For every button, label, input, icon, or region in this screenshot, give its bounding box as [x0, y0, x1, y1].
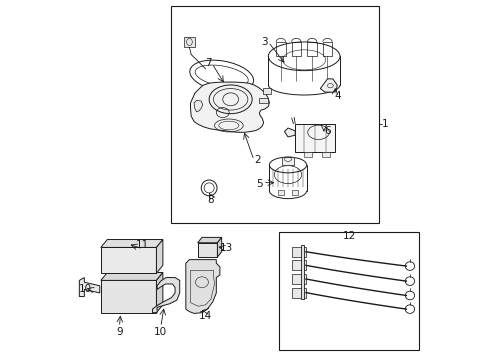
Text: 13: 13 — [220, 243, 233, 253]
Bar — [276, 42, 286, 56]
Polygon shape — [156, 273, 163, 313]
Bar — [172, 6, 379, 223]
Polygon shape — [320, 79, 337, 92]
Bar — [263, 88, 271, 94]
Polygon shape — [79, 278, 100, 297]
Bar — [292, 42, 301, 56]
Text: 10: 10 — [79, 284, 92, 294]
Bar — [292, 274, 306, 284]
Bar — [300, 245, 304, 299]
Text: 6: 6 — [324, 126, 331, 135]
Polygon shape — [101, 273, 163, 280]
Polygon shape — [218, 237, 221, 257]
Text: 5: 5 — [256, 179, 263, 189]
Text: 14: 14 — [199, 311, 212, 321]
Bar — [292, 190, 298, 195]
Text: 9: 9 — [116, 327, 123, 337]
Polygon shape — [186, 260, 220, 314]
Text: 2: 2 — [254, 155, 261, 165]
Bar — [101, 280, 156, 313]
Text: 7: 7 — [205, 58, 212, 68]
Text: 10: 10 — [154, 327, 167, 337]
Polygon shape — [194, 100, 203, 112]
Polygon shape — [152, 278, 180, 313]
Polygon shape — [156, 239, 163, 273]
Bar — [197, 243, 218, 257]
Text: 11: 11 — [136, 239, 149, 249]
Bar — [295, 124, 335, 152]
Bar — [304, 152, 312, 157]
Text: 1: 1 — [382, 120, 389, 129]
Bar — [292, 288, 306, 298]
Bar — [259, 98, 269, 103]
Bar — [292, 260, 306, 270]
Bar — [323, 42, 332, 56]
Text: 3: 3 — [261, 37, 268, 47]
Bar — [322, 152, 330, 157]
Polygon shape — [285, 128, 295, 137]
Bar — [307, 42, 317, 56]
Text: 4: 4 — [335, 91, 342, 101]
Polygon shape — [101, 239, 163, 247]
Bar — [282, 157, 294, 165]
Bar — [279, 232, 419, 350]
Bar — [292, 247, 306, 257]
Text: 12: 12 — [343, 231, 356, 240]
Bar — [184, 37, 195, 47]
Text: 8: 8 — [208, 195, 214, 205]
PathPatch shape — [191, 82, 270, 132]
Bar — [278, 190, 285, 195]
Bar — [101, 247, 156, 273]
Polygon shape — [197, 237, 221, 243]
